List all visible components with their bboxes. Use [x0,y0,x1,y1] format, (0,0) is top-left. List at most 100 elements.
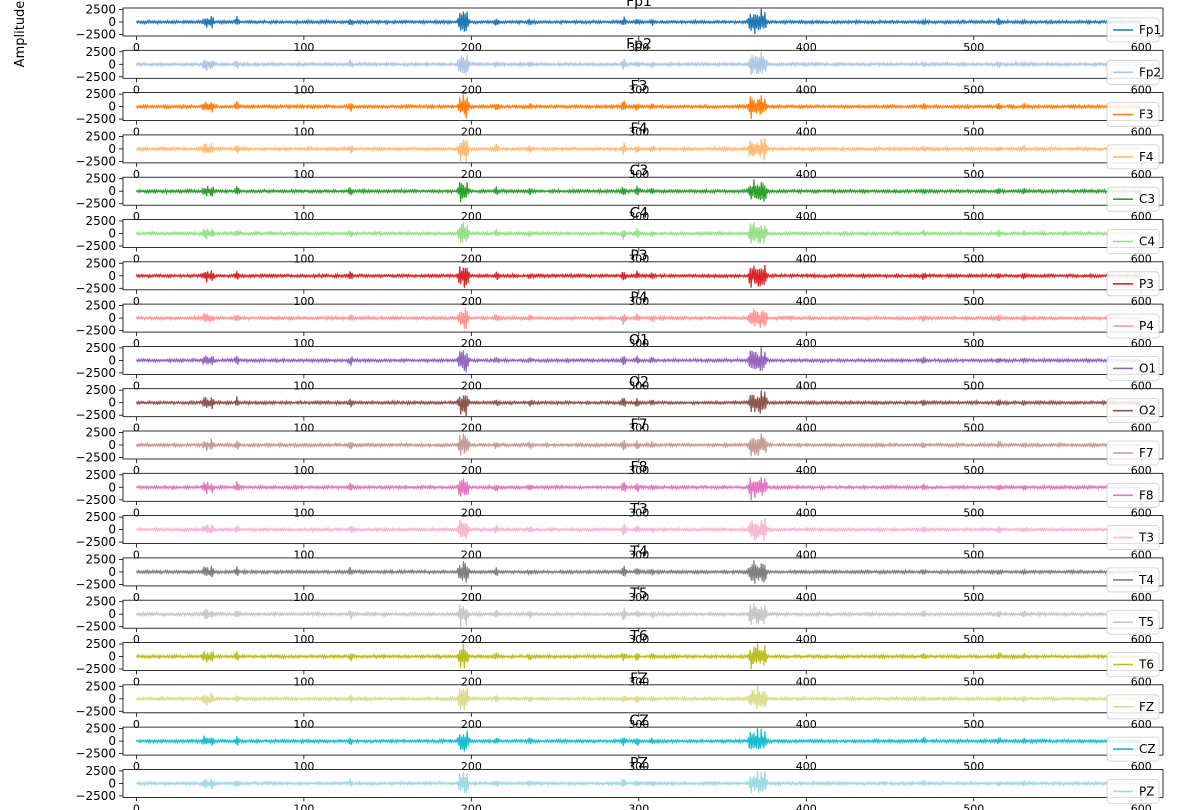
legend-f3: F3 [1106,102,1160,127]
y-tick-label: 2500 [85,552,116,566]
x-tick-label: 100 [293,760,314,773]
x-tick-label: 400 [796,126,817,139]
trace-fp1 [135,8,1142,35]
channel-title: P4 [630,290,647,306]
channel-title: Fp2 [626,36,652,52]
legend-label: Fp1 [1139,23,1161,37]
legend-label: P3 [1139,277,1154,291]
x-tick-label: 0 [133,337,140,350]
x-tick-label: 300 [628,718,649,731]
x-tick-label: 400 [796,760,817,773]
y-tick-label: 2500 [85,214,116,228]
trace-p3 [135,264,1142,288]
y-tick-label: −2500 [75,535,116,549]
x-tick-label: 500 [963,464,984,477]
y-tick-label: 2500 [85,87,116,101]
x-tick-label: 500 [963,379,984,392]
legend-label: PZ [1139,784,1154,798]
x-tick-label: 400 [796,633,817,646]
x-tick-label: 100 [293,379,314,392]
x-tick-label: 300 [628,506,649,519]
trace-t4 [135,560,1142,584]
x-tick-label: 600 [1131,253,1152,266]
x-tick-label: 400 [796,210,817,223]
channel-title: O1 [629,332,649,348]
x-tick-label: 0 [133,295,140,308]
x-tick-label: 0 [133,506,140,519]
x-tick-label: 0 [133,379,140,392]
trace-cz [135,727,1142,752]
x-tick-label: 400 [796,718,817,731]
x-tick-label: 600 [1131,41,1152,54]
x-tick-label: 100 [293,464,314,477]
legend-label: P4 [1139,319,1154,333]
channel-title: Fp1 [626,0,652,10]
x-tick-label: 0 [133,591,140,604]
x-tick-label: 200 [461,802,482,810]
x-tick-label: 400 [796,253,817,266]
y-tick-label: −2500 [75,239,116,253]
y-tick-label: 0 [108,57,116,71]
x-tick-label: 300 [628,802,649,810]
y-tick-label: 2500 [85,3,116,17]
channel-title: T3 [629,502,647,518]
x-tick-label: 500 [963,802,984,810]
channel-title: CZ [629,713,648,729]
x-tick-label: 300 [628,549,649,562]
x-tick-label: 400 [796,83,817,96]
legend-label: O2 [1139,404,1156,418]
y-tick-label: −2500 [75,451,116,465]
x-tick-label: 300 [628,591,649,604]
legend-f4: F4 [1106,144,1160,170]
legend-label: O1 [1139,361,1156,375]
x-tick-label: 400 [796,591,817,604]
x-tick-label: 200 [461,422,482,435]
x-tick-label: 500 [963,506,984,519]
x-tick-label: 300 [628,760,649,773]
x-tick-label: 200 [461,337,482,350]
y-tick-label: −2500 [75,577,116,591]
x-tick-label: 300 [628,422,649,435]
channel-title: C4 [630,206,649,222]
x-tick-label: 300 [628,253,649,266]
x-tick-label: 0 [133,760,140,773]
y-tick-label: 2500 [85,595,116,609]
trace-c3 [135,179,1142,203]
y-tick-label: −2500 [75,493,116,507]
x-tick-label: 200 [461,591,482,604]
trace-t3 [135,518,1142,542]
legend-t3: T3 [1106,525,1160,550]
legend-t5: T5 [1106,609,1160,635]
x-tick-label: 200 [461,295,482,308]
trace-o1 [135,347,1142,373]
channel-title: P3 [630,248,647,264]
x-tick-label: 300 [628,676,649,689]
x-tick-label: 400 [796,506,817,519]
x-tick-label: 200 [461,83,482,96]
y-tick-label: 0 [108,15,116,29]
x-tick-label: 0 [133,718,140,731]
y-tick-label: 2500 [85,129,116,143]
x-tick-label: 200 [461,506,482,519]
x-tick-label: 500 [963,126,984,139]
y-tick-label: −2500 [75,620,116,634]
x-tick-label: 300 [628,210,649,223]
x-tick-label: 0 [133,633,140,646]
x-tick-label: 0 [133,168,140,181]
legend-f8: F8 [1106,482,1160,508]
x-tick-label: 100 [293,126,314,139]
legend-p3: P3 [1106,271,1160,297]
x-tick-label: 600 [1131,760,1152,773]
legend-label: FZ [1139,700,1154,714]
x-tick-label: 500 [963,295,984,308]
x-tick-label: 600 [1131,549,1152,562]
x-tick-label: 400 [796,379,817,392]
legend-label: C4 [1139,235,1155,249]
